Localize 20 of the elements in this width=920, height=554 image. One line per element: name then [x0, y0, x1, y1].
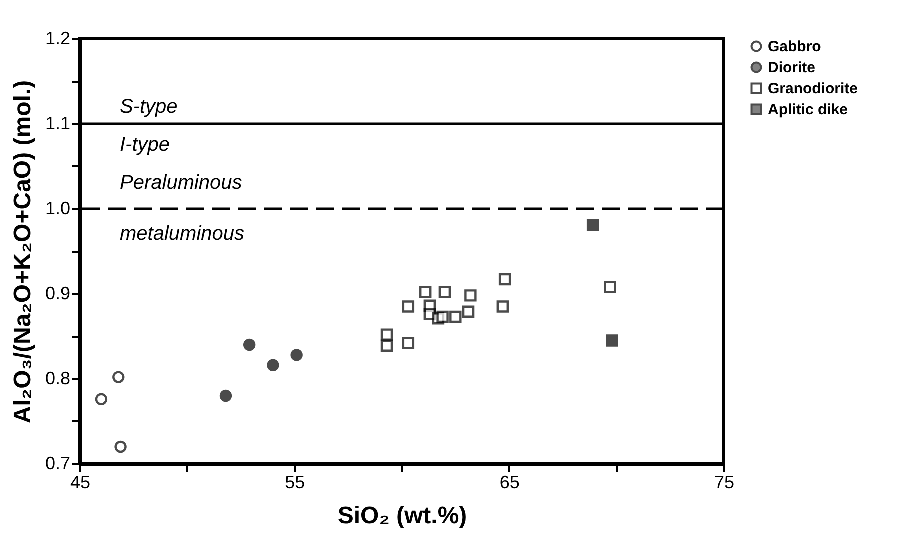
annotation: I-type: [120, 134, 170, 156]
x-tick-label: 75: [714, 472, 735, 492]
x-tick-label: 65: [500, 472, 520, 492]
y-tick-label: 0.7: [45, 454, 70, 474]
x-tick-label: 45: [70, 472, 91, 492]
y-tick-label: 1.1: [45, 114, 70, 134]
annotation: S-type: [120, 96, 178, 118]
x-axis-title: SiO₂ (wt.%): [338, 502, 468, 530]
y-axis-title: Al₂O₃/(Na₂O+K₂O+CaO) (mol.): [9, 80, 36, 424]
annotation: Peraluminous: [120, 172, 242, 194]
annotation: metaluminous: [120, 223, 245, 245]
legend-label: Diorite: [768, 60, 816, 76]
y-tick-label: 1.0: [45, 198, 70, 218]
y-tick-label: 0.9: [45, 284, 70, 304]
legend-label: Gabbro: [768, 38, 822, 56]
x-tick-label: 55: [285, 472, 306, 492]
y-tick-label: 1.2: [45, 28, 70, 48]
y-tick-label: 0.8: [45, 368, 70, 388]
legend-label: Aplitic dike: [768, 102, 848, 118]
legend-label: Granodiorite: [768, 80, 858, 98]
